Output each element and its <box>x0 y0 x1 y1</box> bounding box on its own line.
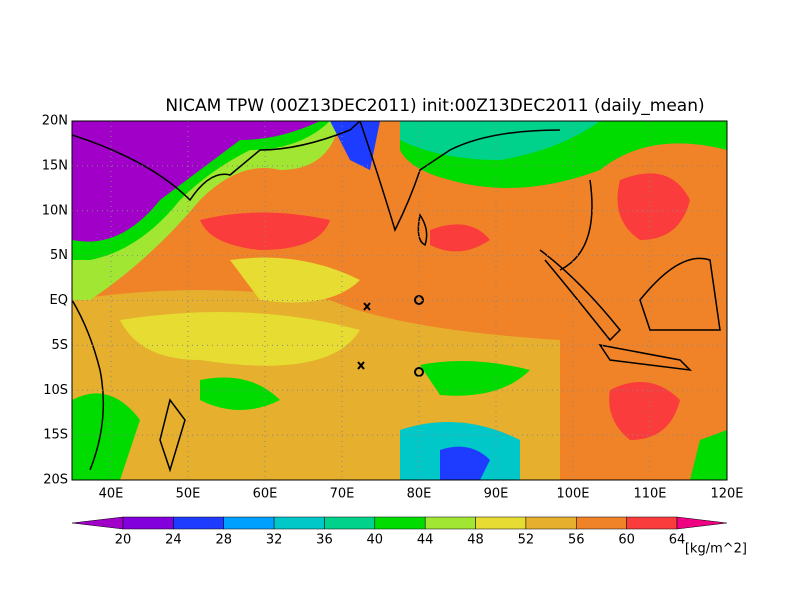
colorbar-segment <box>374 516 426 530</box>
colorbar-tick-label: 20 <box>115 533 132 548</box>
lon-label: 60E <box>253 487 278 502</box>
colorbar-tick-label: 48 <box>467 533 484 548</box>
colorbar-segment <box>273 516 325 530</box>
colorbar-tick-label: 60 <box>618 533 635 548</box>
lat-label: 15N <box>42 158 68 173</box>
lat-label: 20N <box>42 114 68 129</box>
lat-label: EQ <box>50 293 68 308</box>
colorbar-segment <box>525 516 577 530</box>
lat-label: 15S <box>43 428 68 443</box>
colorbar-segment <box>324 516 376 530</box>
lon-label: 80E <box>407 487 432 502</box>
colorbar-segment <box>122 516 174 530</box>
colorbar-tick-label: 40 <box>367 533 384 548</box>
lon-label: 70E <box>330 487 355 502</box>
colorbar-segment <box>576 516 627 530</box>
lon-label: 90E <box>484 487 509 502</box>
colorbar-segment <box>424 516 476 530</box>
colorbar-unit: [kg/m^2] <box>685 542 747 557</box>
lon-label: 50E <box>176 487 201 502</box>
colorbar-tick-label: 44 <box>417 533 434 548</box>
lat-label: 10S <box>43 383 68 398</box>
colorbar-arrow-high <box>676 516 728 530</box>
lon-label: 100E <box>556 487 589 502</box>
colorbar-segment <box>173 516 224 530</box>
colorbar-tick-label: 52 <box>518 533 535 548</box>
colorbar-segment <box>223 516 275 530</box>
colorbar-tick-label: 36 <box>316 533 333 548</box>
colorbar-segment <box>626 516 678 530</box>
colorbar-tick-label: 28 <box>215 533 232 548</box>
lat-label: 10N <box>42 203 68 218</box>
colorbar-tick-label: 64 <box>669 533 686 548</box>
map-frame <box>71 120 728 481</box>
lat-label: 20S <box>43 473 68 488</box>
tpw-field <box>72 121 727 480</box>
colorbar-arrow-low <box>71 516 124 530</box>
colorbar-tick-label: 24 <box>165 533 182 548</box>
graticule <box>72 121 727 480</box>
colorbar-tick-label: 56 <box>568 533 585 548</box>
lon-label: 120E <box>710 487 743 502</box>
markers <box>357 295 424 377</box>
colorbar-tick-label: 32 <box>266 533 283 548</box>
lon-label: 110E <box>633 487 666 502</box>
title: NICAM TPW (00Z13DEC2011) init:00Z13DEC20… <box>165 96 704 116</box>
lat-label: 5N <box>50 248 68 263</box>
lon-label: 40E <box>99 487 124 502</box>
lat-label: 5S <box>51 338 68 353</box>
colorbar-segment <box>475 516 527 530</box>
